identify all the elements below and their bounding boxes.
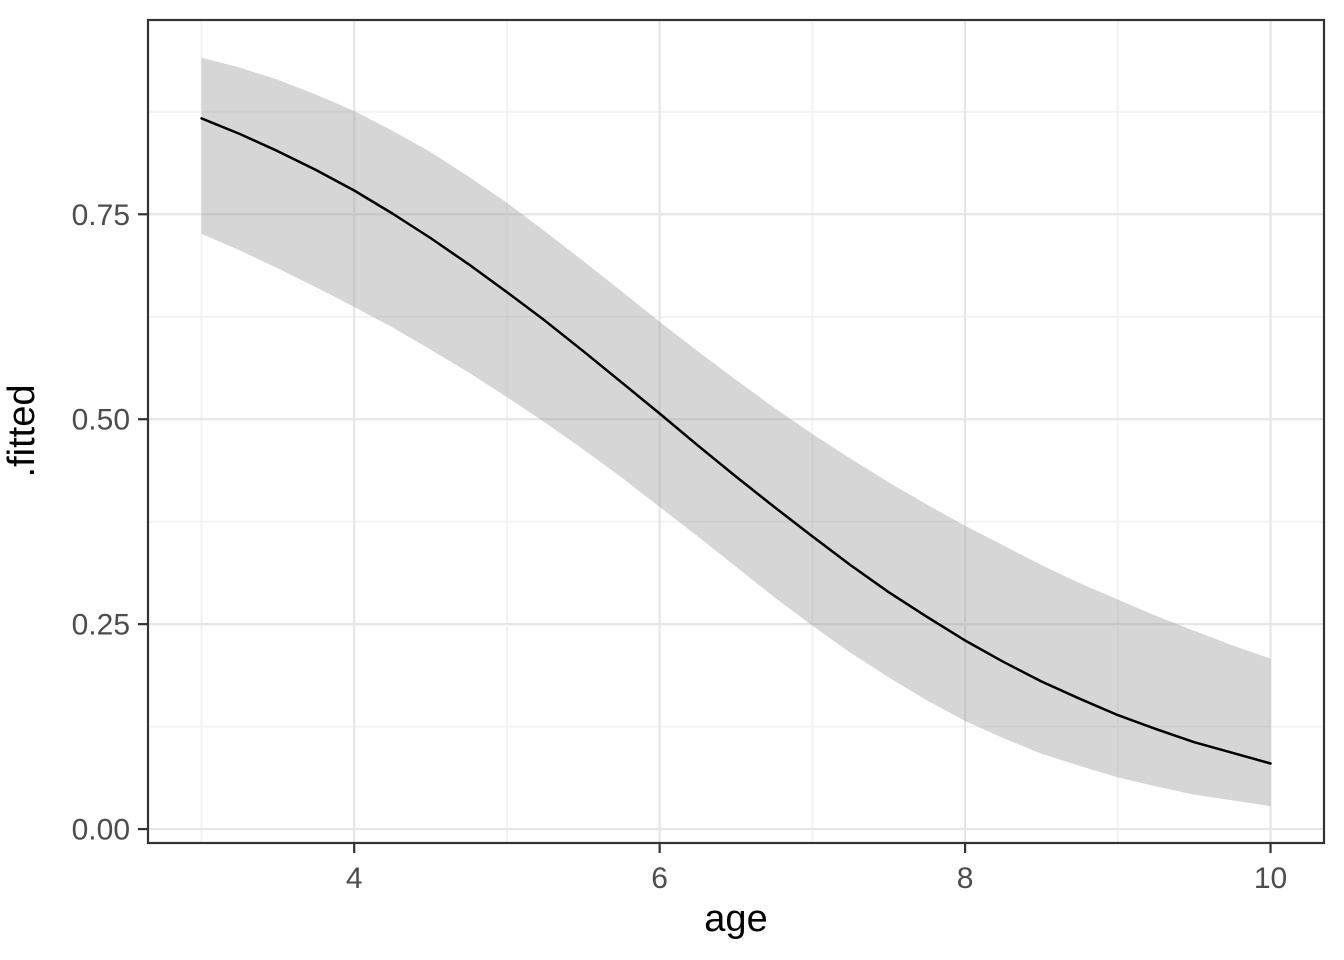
x-tick-label: 4 <box>346 862 363 895</box>
fitted-line-path <box>200 117 1272 765</box>
x-tick-label: 6 <box>651 862 668 895</box>
x-axis-title: age <box>704 898 767 940</box>
y-tick-label: 0.00 <box>72 814 130 847</box>
x-tick-label: 8 <box>957 862 974 895</box>
axis-ticks <box>138 213 1272 853</box>
panel-border <box>146 18 1326 845</box>
x-tick-label: 10 <box>1254 862 1287 895</box>
gridlines <box>148 20 1324 843</box>
confidence-ribbon <box>201 57 1271 807</box>
y-tick-label: 0.50 <box>72 404 130 437</box>
panel-border-rect <box>146 18 1326 845</box>
y-tick-label: 0.25 <box>72 609 130 642</box>
fitted-line <box>200 117 1272 765</box>
axis-tick-labels: 4 6 8 10 0.00 0.25 0.50 0.75 <box>72 199 1288 895</box>
confidence-ribbon-area <box>201 57 1271 807</box>
y-tick-label: 0.75 <box>72 199 130 232</box>
y-axis-title: .fitted <box>1 385 43 478</box>
